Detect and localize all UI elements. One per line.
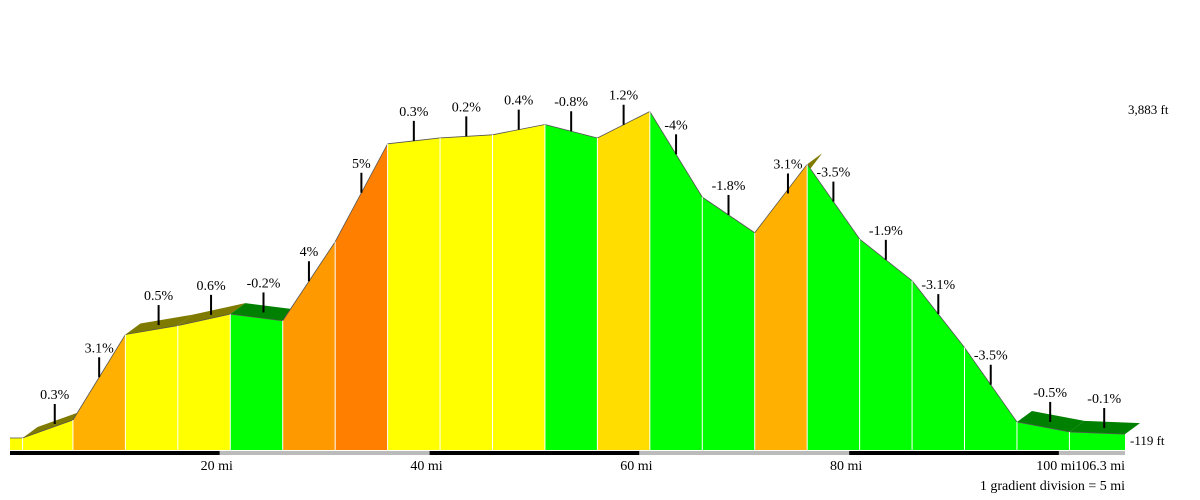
grade-label: 3.1% <box>773 157 803 172</box>
gradient-segment <box>10 438 23 450</box>
gradient-segment <box>387 137 441 450</box>
segment-dividers <box>22 111 1070 450</box>
grade-label: 0.2% <box>452 100 482 115</box>
gradient-segment <box>912 280 965 450</box>
grade-label: 1.2% <box>609 89 639 104</box>
grade-label: -1.9% <box>869 224 903 239</box>
grade-label: 0.6% <box>196 279 226 294</box>
grade-label: -4% <box>664 118 688 133</box>
grade-label: 0.3% <box>40 388 70 403</box>
x-tick-label: 60 mi <box>620 459 652 474</box>
min-elevation-label: -119 ft <box>1130 433 1165 448</box>
grade-label: -3.1% <box>921 278 955 293</box>
gradient-segment <box>22 420 73 450</box>
segment-ridge-line <box>177 313 231 326</box>
distance-axis: 20 mi 40 mi 60 mi 80 mi 100 mi 106.3 mi <box>10 451 1125 474</box>
gradient-segment <box>72 334 126 450</box>
distance-scale-bar <box>429 451 640 455</box>
gradient-segment <box>544 124 598 451</box>
grade-label: -0.2% <box>247 276 281 291</box>
grade-label: 0.3% <box>399 105 429 120</box>
grade-label: -0.5% <box>1033 386 1067 401</box>
grade-label: 5% <box>352 157 371 172</box>
distance-scale-bar <box>849 451 1059 455</box>
x-tick-label: 20 mi <box>201 459 233 474</box>
gradient-segment <box>440 134 493 450</box>
gradient-segment <box>1016 421 1070 450</box>
grade-label: -3.5% <box>974 349 1008 364</box>
grade-label: 0.5% <box>144 289 174 304</box>
x-tick-label: 106.3 mi <box>1075 459 1125 474</box>
distance-scale-bar <box>1058 451 1125 455</box>
gradient-segment <box>492 124 545 451</box>
segment-ridge-line <box>22 419 74 439</box>
gradient-segment <box>335 143 388 450</box>
distance-scale-bar <box>639 451 850 455</box>
gradient-segment <box>859 239 913 450</box>
gradient-segment <box>230 314 283 450</box>
grade-label: -1.8% <box>712 179 746 194</box>
gradient-segments <box>10 111 1126 451</box>
gradient-segment <box>754 164 808 450</box>
gradient-segment <box>964 347 1017 450</box>
segment-ridge-line <box>230 313 283 322</box>
gradient-segment <box>702 197 755 450</box>
x-tick-label: 80 mi <box>830 459 862 474</box>
grade-label: 4% <box>300 245 319 260</box>
grade-labels: 0.3% 3.1% 0.5% 0.6% -0.2% 4% 5% 0.3% 0.2% 0.4% -0.… <box>40 89 1121 407</box>
gradient-segment <box>177 314 231 450</box>
gradient-segment <box>1069 431 1125 450</box>
segment-ridge-line <box>754 163 808 234</box>
gradient-segment <box>282 241 336 450</box>
x-tick-label: 100 mi <box>1036 459 1075 474</box>
distance-scale-bar <box>219 451 430 455</box>
segment-ridge-line <box>125 325 178 335</box>
grade-label: -0.1% <box>1087 392 1121 407</box>
gradient-segment <box>807 164 860 450</box>
gradient-division-footnote: 1 gradient division = 5 mi <box>980 479 1125 494</box>
grade-tick-marks <box>53 104 1106 429</box>
max-elevation-label: 3,883 ft <box>1128 102 1169 117</box>
segment-ridge-line <box>1069 431 1126 435</box>
distance-scale-bar <box>10 451 220 455</box>
grade-label: -0.8% <box>554 95 588 110</box>
gradient-segment <box>597 111 650 450</box>
gradient-segment <box>125 325 178 450</box>
grade-label: 0.4% <box>504 94 534 109</box>
grade-label: -3.5% <box>816 166 850 181</box>
grade-label: 3.1% <box>85 341 115 356</box>
x-tick-label: 40 mi <box>410 459 442 474</box>
segment-ridge-line <box>1016 421 1070 433</box>
gradient-segment <box>649 111 703 450</box>
